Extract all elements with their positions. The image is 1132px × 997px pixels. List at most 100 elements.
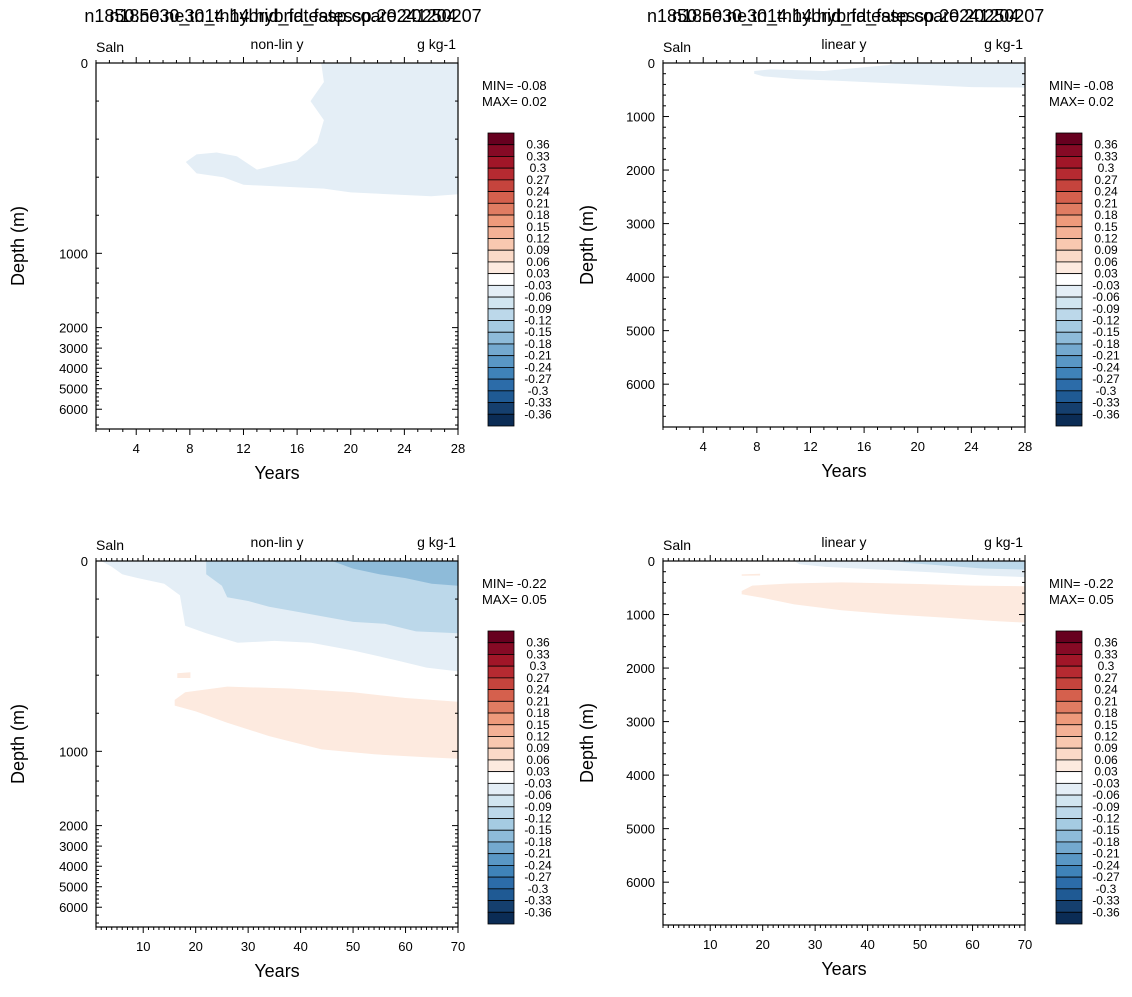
min-label: MIN= -0.22	[482, 576, 547, 591]
colorbar-label: 0.21	[1094, 196, 1118, 210]
colorbar-box	[1055, 630, 1083, 644]
colorbar-label: 0.36	[526, 636, 550, 650]
colorbar-box	[1055, 366, 1083, 380]
colorbar-label: 0.24	[526, 185, 550, 199]
colorbar-label: -0.27	[1092, 372, 1120, 386]
colorbar-box	[487, 296, 515, 310]
y-tick-label: 0	[81, 56, 88, 71]
colorbar-box	[1055, 665, 1083, 679]
y-tick-label: 5000	[626, 324, 655, 339]
colorbar-box	[1055, 759, 1083, 773]
panel-2: n1850.ne30_tn14.hybrid_fatessp.coare.202…	[577, 6, 1120, 481]
max-label: MAX= 0.05	[482, 592, 547, 607]
units-label: g kg-1	[984, 36, 1023, 52]
colorbar-box	[1055, 689, 1083, 702]
colorbar-box	[487, 214, 515, 228]
colorbar-label: -0.3	[1096, 882, 1117, 896]
x-tick-label: 20	[344, 441, 358, 456]
units-label: g kg-1	[984, 534, 1023, 550]
contour-fill	[893, 561, 1025, 570]
panel-1: n1850.ne30_tn14.hybrid_fatessp.coare.202…	[8, 6, 552, 483]
contour-fill	[185, 63, 458, 197]
colorbar-label: 0.21	[1094, 694, 1118, 708]
colorbar-label: 0.18	[526, 208, 550, 222]
contour-fill	[332, 561, 458, 586]
colorbar-box	[1055, 296, 1083, 310]
plot-frame	[95, 62, 459, 430]
colorbar-box	[487, 132, 515, 146]
colorbar-label: 0.27	[526, 173, 550, 187]
y-tick-label: 4000	[59, 361, 88, 376]
y-tick-label: 4000	[626, 768, 655, 783]
colorbar-box	[1055, 865, 1083, 878]
colorbar-label: 0.15	[526, 220, 550, 234]
colorbar-label: -0.12	[1092, 314, 1120, 328]
colorbar-label: -0.33	[524, 894, 552, 908]
colorbar-box	[1055, 654, 1083, 667]
colorbar-box	[487, 865, 515, 878]
colorbar-label: -0.06	[1092, 788, 1120, 802]
x-axis-label: Years	[254, 961, 299, 981]
colorbar-box	[1055, 191, 1083, 204]
colorbar-label: 0.36	[1094, 138, 1118, 152]
colorbar-box	[487, 331, 515, 345]
colorbar-label: 0.27	[526, 671, 550, 685]
colorbar-label: 0.03	[526, 765, 550, 779]
x-tick-label: 8	[186, 441, 193, 456]
colorbar-label: 0.33	[526, 149, 550, 163]
colorbar-box	[487, 402, 515, 415]
contour-fill	[741, 573, 761, 576]
colorbar-label: 0.06	[526, 753, 550, 767]
x-tick-label: 16	[290, 441, 304, 456]
colorbar-box	[487, 378, 515, 392]
colorbar-box	[487, 806, 515, 819]
colorbar-box	[487, 654, 515, 667]
colorbar-box	[487, 700, 515, 714]
colorbar-box	[1055, 390, 1083, 403]
y-tick-label: 6000	[59, 900, 88, 915]
colorbar-label: -0.09	[1092, 800, 1120, 814]
colorbar-box	[1055, 132, 1083, 146]
colorbar-label: 0.3	[530, 161, 547, 175]
colorbar-label: -0.21	[524, 847, 552, 861]
y-tick-label: 2000	[59, 819, 88, 834]
colorbar-box	[487, 677, 515, 691]
x-tick-label: 60	[398, 939, 412, 954]
y-tick-label: 0	[648, 56, 655, 71]
y-axis-label: Depth (m)	[577, 703, 597, 783]
colorbar-label: -0.03	[524, 776, 552, 790]
colorbar-box	[487, 144, 515, 157]
y-tick-label: 4000	[626, 270, 655, 285]
x-tick-label: 40	[860, 937, 874, 952]
min-label: MIN= -0.22	[1049, 576, 1114, 591]
colorbar-box	[487, 782, 515, 796]
x-tick-label: 50	[913, 937, 927, 952]
variable-label: Saln	[96, 39, 124, 55]
colorbar-box	[1055, 876, 1083, 890]
colorbar-box	[487, 876, 515, 890]
contour-fill	[198, 612, 217, 624]
x-tick-label: 70	[1018, 937, 1032, 952]
colorbar-box	[487, 841, 515, 855]
units-label: g kg-1	[417, 534, 456, 550]
colorbar-box	[1055, 167, 1083, 181]
colorbar-box	[1055, 331, 1083, 345]
colorbar-label: -0.3	[528, 882, 549, 896]
colorbar-box	[487, 238, 515, 251]
x-tick-label: 30	[241, 939, 255, 954]
colorbar-label: -0.36	[524, 905, 552, 919]
y-tick-label: 2000	[59, 321, 88, 336]
colorbar-box	[1055, 736, 1083, 749]
colorbar-box	[487, 736, 515, 749]
colorbar-box	[487, 226, 515, 239]
colorbar-label: -0.12	[1092, 812, 1120, 826]
colorbar-box	[487, 179, 515, 193]
x-tick-label: 8	[753, 439, 760, 454]
colorbar-label: 0.09	[526, 243, 550, 257]
colorbar-box	[1055, 308, 1083, 321]
colorbar-label: 0.24	[1094, 185, 1118, 199]
colorbar-label: 0.33	[526, 647, 550, 661]
colorbar-box	[487, 167, 515, 181]
colorbar-box	[487, 818, 515, 831]
